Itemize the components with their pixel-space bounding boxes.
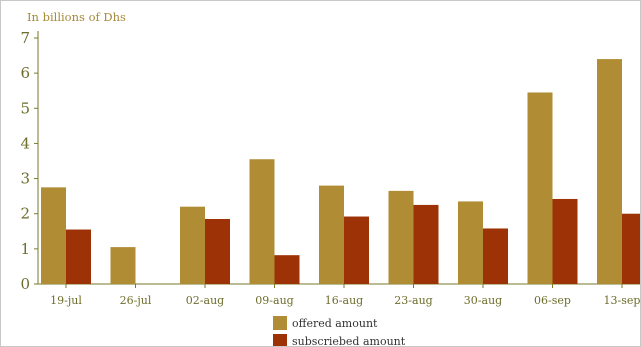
x-tick-label-23-aug: 23-aug [394, 294, 432, 307]
bar-subscribed-06-sep [552, 198, 578, 284]
x-tick-label-19-jul: 19-jul [50, 294, 82, 307]
bar-offered-06-sep [527, 92, 553, 284]
y-tick-label-6: 6 [20, 64, 30, 82]
x-tick-label-06-sep: 06-sep [534, 294, 571, 307]
y-tick-label-4: 4 [20, 134, 30, 152]
bar-subscribed-09-aug [274, 255, 300, 284]
x-tick-label-02-aug: 02-aug [186, 294, 224, 307]
x-tick-label-13-sep: 13-sep [604, 294, 641, 307]
bar-offered-26-jul [110, 247, 136, 284]
bar-offered-09-aug [249, 159, 275, 284]
bar-subscribed-23-aug [413, 204, 439, 284]
bar-subscribed-16-aug [344, 216, 369, 284]
y-axis-label: In billions of Dhs [27, 10, 126, 24]
y-tick-label-2: 2 [20, 205, 30, 223]
bar-offered-19-jul [41, 187, 66, 284]
y-tick-label-0: 0 [20, 275, 30, 293]
legend-label-1: subscriebed amount [292, 335, 406, 347]
bar-offered-13-sep [597, 59, 622, 285]
x-tick-label-16-aug: 16-aug [325, 294, 363, 307]
y-tick-label-3: 3 [20, 170, 30, 188]
legend-swatch-0 [273, 316, 287, 330]
y-tick-label-1: 1 [20, 240, 30, 258]
x-tick-label-30-aug: 30-aug [464, 294, 502, 307]
bar-subscribed-30-aug [483, 228, 508, 284]
bar-subscribed-19-jul [66, 229, 91, 284]
y-tick-label-5: 5 [20, 99, 30, 117]
legend-label-0: offered amount [292, 317, 378, 330]
bar-subscribed-13-sep [622, 213, 640, 284]
legend-swatch-1 [273, 334, 287, 346]
bar-subscribed-02-aug [205, 218, 230, 284]
x-tick-label-09-aug: 09-aug [255, 294, 293, 307]
bar-offered-02-aug [180, 206, 205, 284]
bar-offered-16-aug [319, 185, 344, 284]
bar-offered-23-aug [388, 190, 414, 284]
y-tick-label-7: 7 [20, 29, 30, 47]
bar-offered-30-aug [458, 201, 483, 284]
x-tick-label-26-jul: 26-jul [120, 294, 152, 307]
